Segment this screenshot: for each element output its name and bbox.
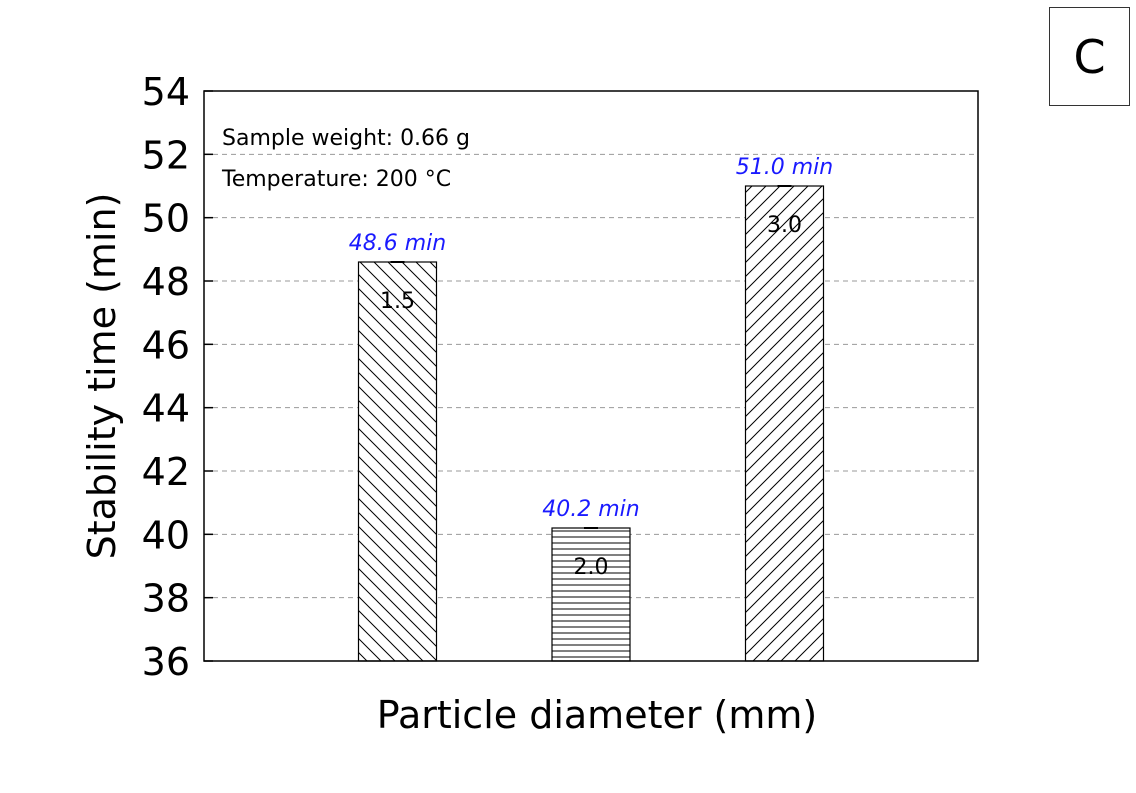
bar-1.5 <box>357 261 438 662</box>
y-tick-label: 44 <box>142 387 190 431</box>
y-tick-label: 54 <box>142 70 190 114</box>
x-axis-title: Particle diameter (mm) <box>377 693 818 737</box>
panel-label: C <box>1049 7 1130 106</box>
value-label: 48.6 min <box>349 231 446 256</box>
annotation-temperature: Temperature: 200 °C <box>221 167 451 192</box>
y-tick-label: 52 <box>142 133 190 177</box>
y-tick-label: 42 <box>142 450 190 494</box>
category-label: 2.0 <box>574 555 609 580</box>
bar-2.0 <box>551 527 631 662</box>
y-tick-label: 40 <box>142 513 190 557</box>
bar-3.0 <box>744 185 825 662</box>
value-label: 51.0 min <box>736 155 833 180</box>
category-label: 3.0 <box>767 213 802 238</box>
annotation-sample-weight: Sample weight: 0.66 g <box>222 126 470 151</box>
y-axis-ticks <box>204 90 213 662</box>
y-tick-label: 50 <box>142 197 190 241</box>
y-tick-label: 38 <box>142 577 190 621</box>
y-tick-label: 36 <box>142 640 190 684</box>
y-tick-label: 46 <box>142 323 190 367</box>
plot-area-frame <box>203 90 979 662</box>
labels: 36 38 40 42 44 46 48 50 52 54 1.5 48.6 min 2.0 40.2 m… <box>142 70 834 684</box>
value-label: 40.2 min <box>542 497 639 522</box>
bars <box>357 185 825 662</box>
y-tick-label: 48 <box>142 260 190 304</box>
y-axis-title: Stability time (min) <box>80 193 124 560</box>
category-label: 1.5 <box>380 289 415 314</box>
